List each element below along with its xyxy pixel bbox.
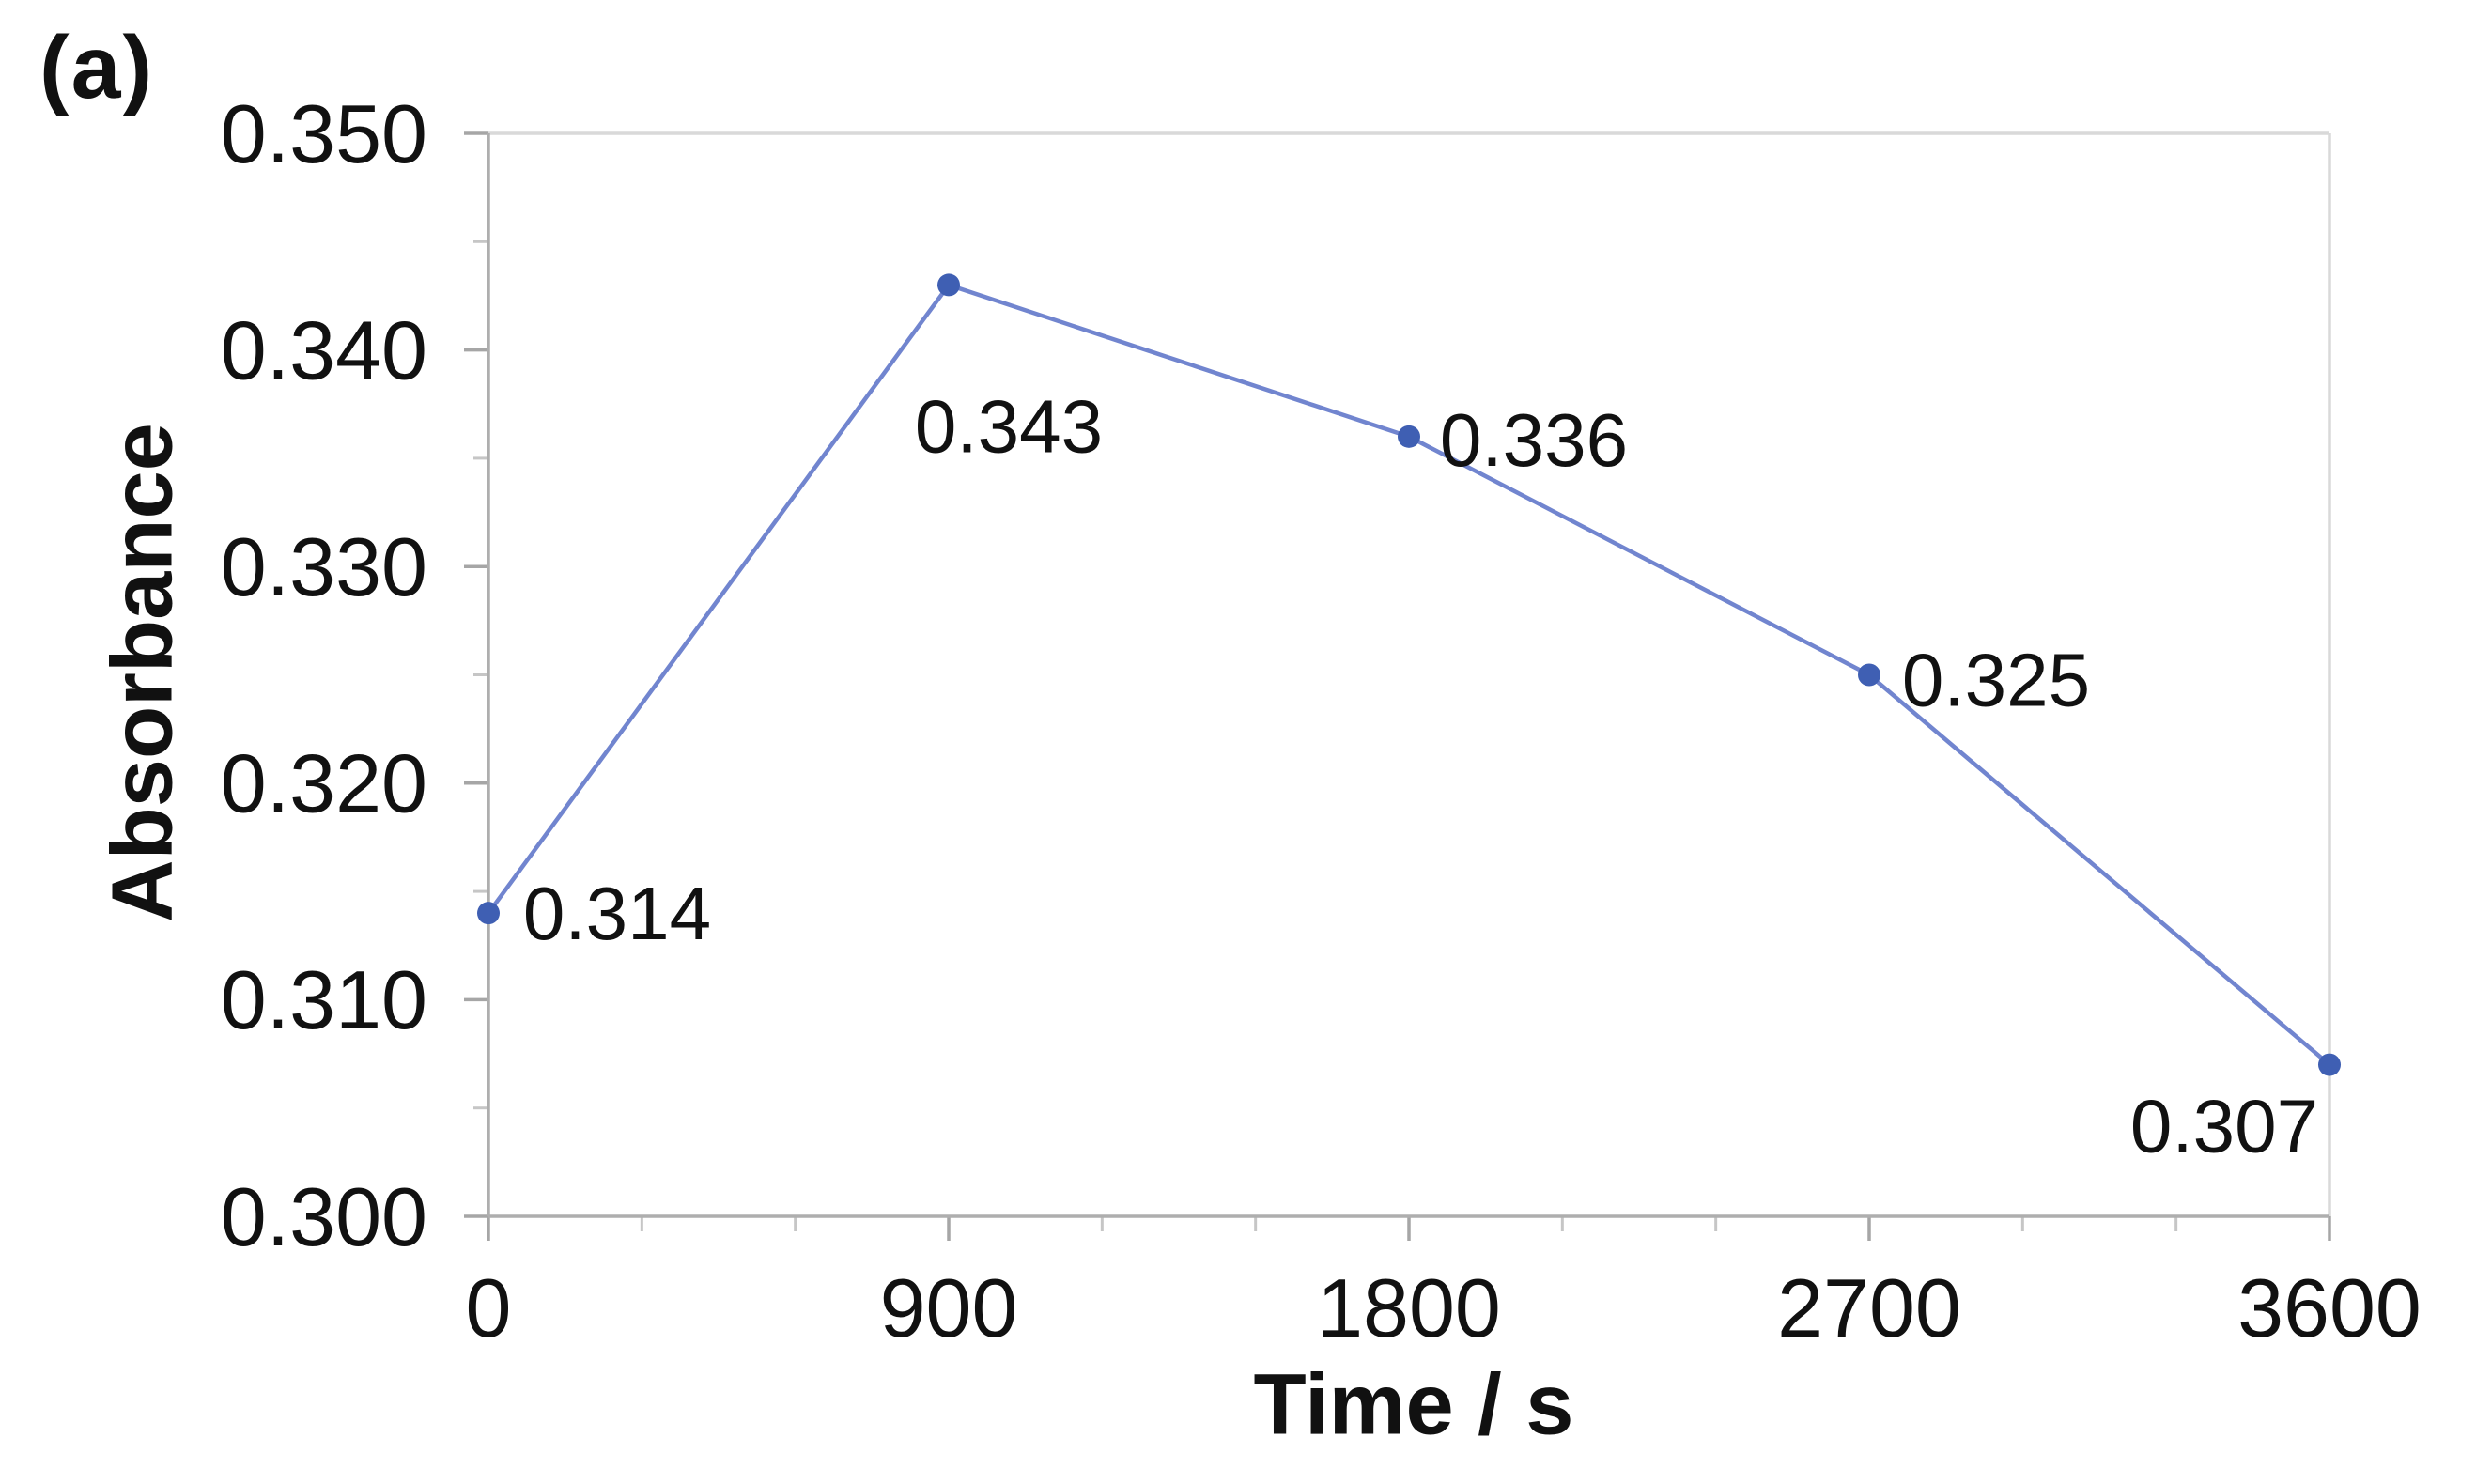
y-tick-label: 0.350 bbox=[221, 87, 427, 180]
data-point-label: 0.307 bbox=[2130, 1085, 2318, 1168]
data-point-marker bbox=[2318, 1053, 2341, 1076]
data-point-label: 0.325 bbox=[1902, 639, 2090, 722]
x-tick-label: 0 bbox=[466, 1261, 512, 1354]
y-tick-label: 0.300 bbox=[221, 1170, 427, 1263]
data-point-marker bbox=[1398, 425, 1420, 448]
y-axis-title: Absorbance bbox=[94, 423, 191, 922]
x-tick-label: 3600 bbox=[2237, 1261, 2422, 1354]
panel-label: (a) bbox=[39, 18, 155, 117]
data-point-marker bbox=[1858, 663, 1880, 687]
y-tick-label: 0.340 bbox=[221, 303, 427, 396]
y-tick-label: 0.330 bbox=[221, 520, 427, 613]
data-point-label: 0.314 bbox=[523, 872, 711, 955]
x-tick-label: 900 bbox=[880, 1261, 1018, 1354]
x-axis-title: Time / s bbox=[1253, 1356, 1574, 1453]
y-tick-label: 0.310 bbox=[221, 953, 427, 1046]
x-tick-label: 1800 bbox=[1317, 1261, 1501, 1354]
data-point-marker bbox=[937, 273, 960, 297]
data-point-label: 0.336 bbox=[1440, 398, 1628, 482]
data-point-marker bbox=[477, 902, 500, 925]
x-tick-label: 2700 bbox=[1777, 1261, 1961, 1354]
data-point-label: 0.343 bbox=[915, 384, 1103, 468]
y-tick-label: 0.320 bbox=[221, 737, 427, 830]
